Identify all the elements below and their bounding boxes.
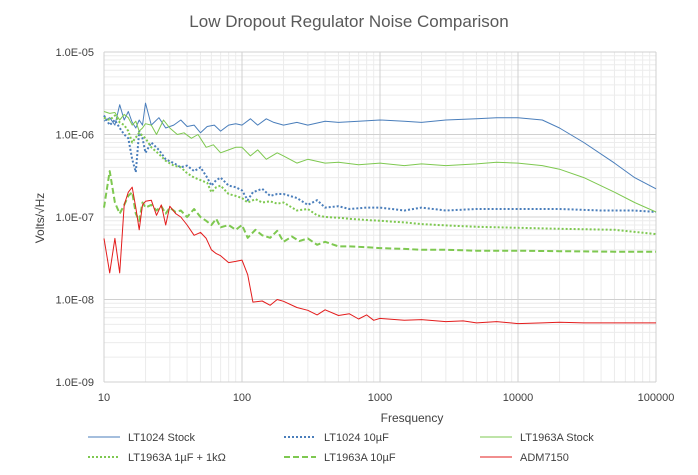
- series-line-3: [103, 111, 657, 213]
- x-tick-label: 100: [233, 392, 251, 404]
- legend-label-4: LT1963A 1µF + 1kΩ: [128, 452, 226, 464]
- legend-label-6: ADM7150: [520, 452, 569, 464]
- y-tick-label: 1.0E-06: [55, 130, 94, 142]
- y-axis-title: Volts/√Hz: [33, 193, 47, 244]
- y-tick-label: 1.0E-05: [55, 47, 94, 59]
- legend-label-5: LT1963A 10µF: [324, 452, 396, 464]
- y-axis-ticks: 1.0E-09 1.0E-08 1.0E-07 1.0E-06 1.0E-05: [55, 47, 94, 389]
- x-tick-label: 1000: [368, 392, 392, 404]
- y-tick-label: 1.0E-09: [55, 377, 94, 389]
- series-lines: [103, 102, 657, 325]
- x-tick-label: 10: [98, 392, 110, 404]
- series-line-6: [103, 186, 656, 325]
- legend-label-3: LT1963A Stock: [520, 432, 594, 444]
- x-tick-label: 10000: [503, 392, 534, 404]
- x-axis-ticks: 10 100 1000 10000 100000: [98, 392, 674, 404]
- y-tick-label: 1.0E-07: [55, 212, 94, 224]
- legend-label-1: LT1024 Stock: [128, 432, 196, 444]
- legend-label-2: LT1024 10µF: [324, 432, 389, 444]
- x-axis-title: Fresquency: [381, 411, 444, 425]
- series-line-1: [103, 102, 657, 190]
- legend: LT1024 Stock LT1024 10µF LT1963A Stock LT19…: [88, 432, 594, 464]
- x-tick-label: 100000: [638, 392, 675, 404]
- y-tick-label: 1.0E-08: [55, 295, 94, 307]
- gridlines: [103, 51, 657, 383]
- chart-title: Low Dropout Regulator Noise Comparison: [189, 12, 508, 31]
- series-line-4: [103, 114, 657, 236]
